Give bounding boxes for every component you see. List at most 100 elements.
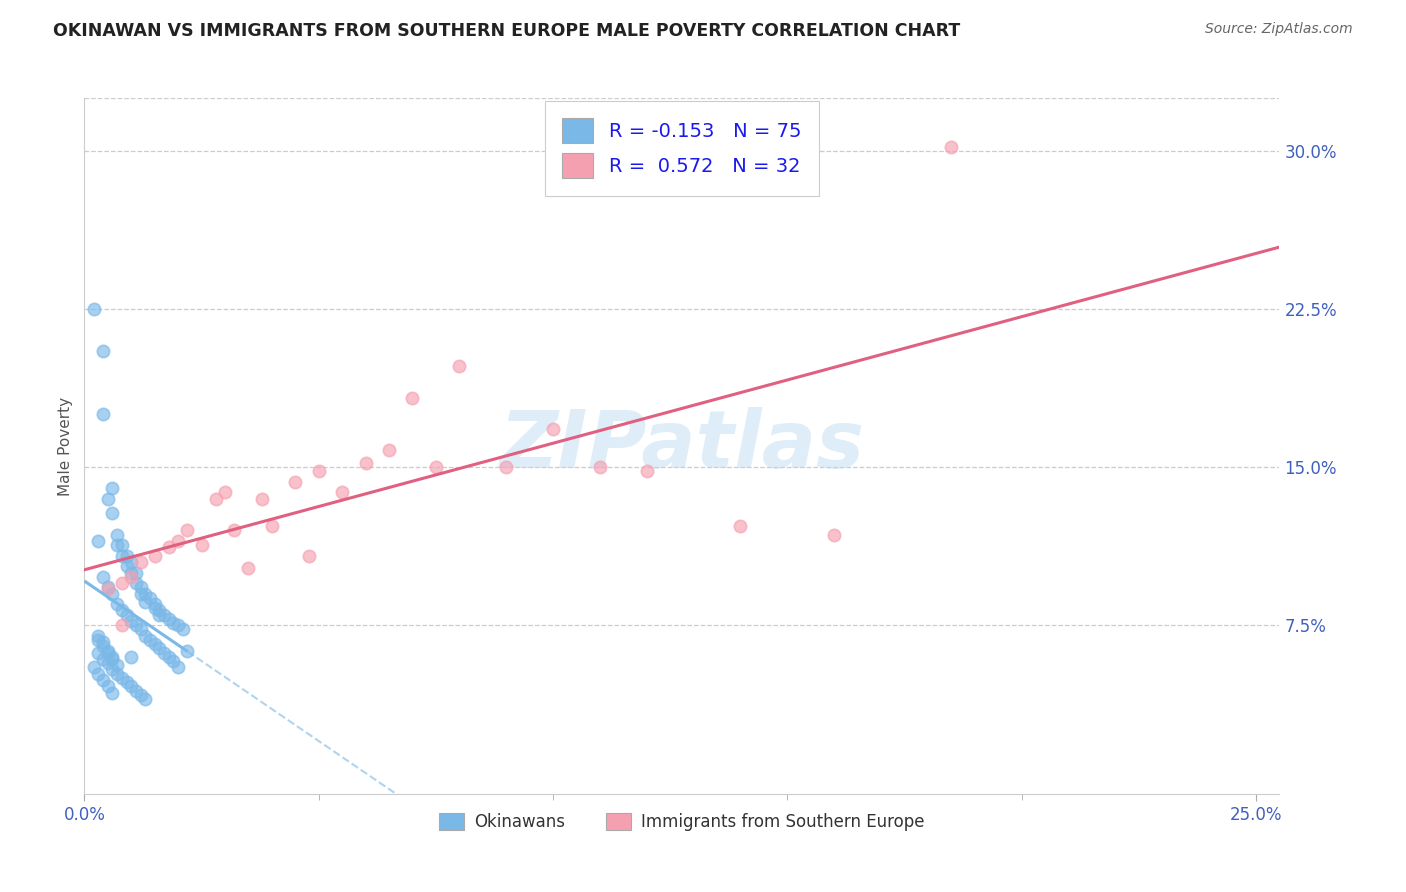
Point xyxy=(87,666,110,681)
Point xyxy=(298,549,321,563)
Text: OKINAWAN VS IMMIGRANTS FROM SOUTHERN EUROPE MALE POVERTY CORRELATION CHART: OKINAWAN VS IMMIGRANTS FROM SOUTHERN EUR… xyxy=(53,22,960,40)
Point xyxy=(91,640,114,654)
Point xyxy=(129,555,152,569)
Point xyxy=(97,580,120,594)
Point xyxy=(204,491,226,506)
Point xyxy=(111,576,134,591)
Point xyxy=(636,464,658,478)
Point xyxy=(97,656,120,670)
Point xyxy=(167,660,190,674)
Point xyxy=(224,524,246,538)
Point xyxy=(111,549,134,563)
Point xyxy=(148,641,170,656)
Point xyxy=(148,607,170,622)
Point xyxy=(91,408,114,422)
Point xyxy=(143,637,166,651)
Point xyxy=(101,586,124,600)
Point xyxy=(176,643,198,657)
Point xyxy=(87,629,110,643)
Point xyxy=(214,485,236,500)
Point xyxy=(941,139,963,153)
Point xyxy=(730,519,752,533)
Point xyxy=(101,652,124,666)
Point xyxy=(167,618,190,632)
Point xyxy=(284,475,307,489)
Point xyxy=(101,663,124,677)
Point xyxy=(125,576,148,591)
Point xyxy=(125,683,148,698)
Y-axis label: Male Poverty: Male Poverty xyxy=(58,396,73,496)
Point xyxy=(125,618,148,632)
Point xyxy=(91,652,114,666)
Point xyxy=(120,679,142,693)
Point xyxy=(238,561,260,575)
Point xyxy=(120,649,142,664)
Point xyxy=(134,629,156,643)
Point xyxy=(120,570,142,584)
Point xyxy=(120,566,142,580)
Point xyxy=(157,649,180,664)
Point xyxy=(105,597,128,611)
Point xyxy=(139,632,162,647)
Point xyxy=(87,646,110,660)
Point xyxy=(129,586,152,600)
Point xyxy=(260,519,283,533)
Point xyxy=(176,524,198,538)
Point xyxy=(101,686,124,700)
Point xyxy=(111,618,134,632)
Point xyxy=(172,623,194,637)
Point xyxy=(134,692,156,706)
Point xyxy=(97,679,120,693)
Legend: Okinawans, Immigrants from Southern Europe: Okinawans, Immigrants from Southern Euro… xyxy=(432,806,932,838)
Point xyxy=(157,612,180,626)
Point xyxy=(449,359,471,373)
Point xyxy=(101,649,124,664)
Point xyxy=(115,675,138,690)
Point xyxy=(378,443,401,458)
Point xyxy=(115,549,138,563)
Point xyxy=(148,603,170,617)
Point xyxy=(91,570,114,584)
Point xyxy=(190,538,212,552)
Point xyxy=(87,632,110,647)
Point xyxy=(330,485,353,500)
Point xyxy=(354,456,377,470)
Point xyxy=(101,481,124,495)
Point xyxy=(134,586,156,600)
Point xyxy=(97,643,120,657)
Point xyxy=(425,460,447,475)
Point xyxy=(252,491,274,506)
Point xyxy=(115,607,138,622)
Point xyxy=(120,614,142,628)
Point xyxy=(111,538,134,552)
Point xyxy=(129,623,152,637)
Point xyxy=(91,635,114,649)
Point xyxy=(91,344,114,359)
Point xyxy=(111,671,134,685)
Point xyxy=(97,491,120,506)
Point xyxy=(157,540,180,554)
Point xyxy=(134,595,156,609)
Point xyxy=(120,555,142,569)
Point xyxy=(495,460,517,475)
Point xyxy=(105,527,128,541)
Point xyxy=(308,464,330,478)
Point xyxy=(91,673,114,687)
Point xyxy=(101,507,124,521)
Point xyxy=(401,391,423,405)
Point xyxy=(97,646,120,660)
Point xyxy=(105,666,128,681)
Point xyxy=(87,533,110,548)
Point xyxy=(105,658,128,673)
Point xyxy=(823,527,845,541)
Point xyxy=(83,660,105,674)
Point xyxy=(143,601,166,615)
Point xyxy=(162,616,184,631)
Point xyxy=(129,688,152,702)
Point xyxy=(589,460,612,475)
Point xyxy=(97,582,120,597)
Point xyxy=(129,580,152,594)
Point xyxy=(83,301,105,316)
Point xyxy=(541,422,564,436)
Point xyxy=(167,533,190,548)
